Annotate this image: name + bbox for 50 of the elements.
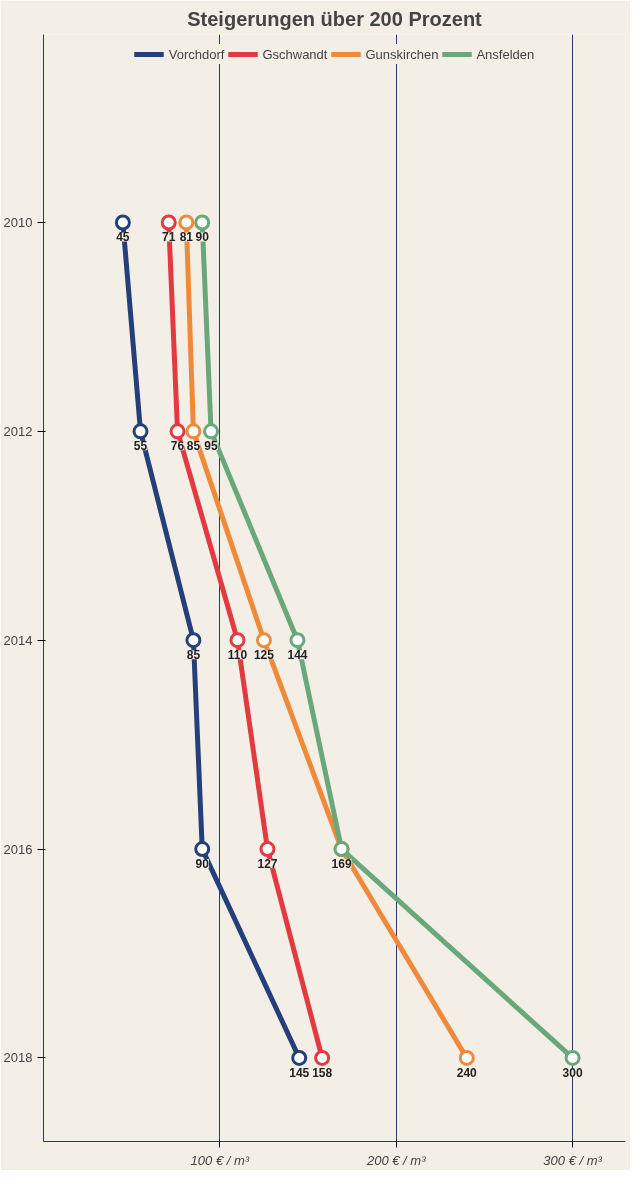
- data-label: 110: [227, 648, 248, 663]
- data-label: 145: [289, 1065, 310, 1080]
- point: [229, 632, 246, 649]
- point: [564, 1049, 581, 1066]
- data-label: 90: [195, 230, 210, 245]
- data-label: 85: [186, 439, 201, 454]
- point: [169, 423, 186, 440]
- point: [185, 632, 202, 649]
- point: [194, 214, 211, 231]
- point: [114, 214, 131, 231]
- data-label: 55: [133, 439, 148, 454]
- point: [132, 423, 149, 440]
- data-label: 240: [456, 1065, 478, 1080]
- point: [178, 214, 195, 231]
- point: [160, 214, 177, 231]
- data-label: 169: [331, 857, 352, 872]
- point: [289, 632, 306, 649]
- y-tick-label: 2010: [3, 214, 33, 230]
- x-tick-label: 300 € / m³: [543, 1152, 603, 1168]
- data-label: 45: [116, 230, 130, 245]
- y-tick-label: 2012: [3, 423, 33, 439]
- point: [259, 841, 276, 858]
- data-label: 90: [195, 857, 210, 872]
- chart-title: Steigerungen über 200 Prozent: [187, 7, 483, 30]
- legend-label: Vorchdorf: [168, 46, 225, 62]
- point: [203, 423, 220, 440]
- data-label: 76: [170, 439, 185, 454]
- data-label: 81: [179, 230, 194, 245]
- data-label: 125: [253, 648, 275, 663]
- data-label: 95: [204, 439, 219, 454]
- legend-label: Gschwandt: [262, 46, 328, 62]
- point: [458, 1049, 475, 1066]
- data-label: 127: [257, 857, 278, 872]
- x-tick-label: 100 € / m³: [190, 1152, 250, 1168]
- data-label: 85: [186, 648, 201, 663]
- x-tick-label: 200 € / m³: [365, 1152, 427, 1168]
- y-tick-label: 2014: [3, 632, 33, 648]
- legend-label: Ansfelden: [476, 46, 535, 62]
- point: [194, 841, 211, 858]
- data-label: 300: [562, 1065, 583, 1080]
- point: [291, 1049, 308, 1066]
- y-tick-label: 2016: [3, 841, 33, 857]
- data-label: 158: [312, 1065, 333, 1080]
- data-label: 144: [287, 648, 308, 663]
- point: [255, 632, 272, 649]
- y-tick-label: 2018: [3, 1050, 33, 1066]
- data-label: 71: [162, 230, 176, 245]
- point: [185, 423, 202, 440]
- legend-label: Gunskirchen: [365, 46, 439, 62]
- point: [314, 1049, 331, 1066]
